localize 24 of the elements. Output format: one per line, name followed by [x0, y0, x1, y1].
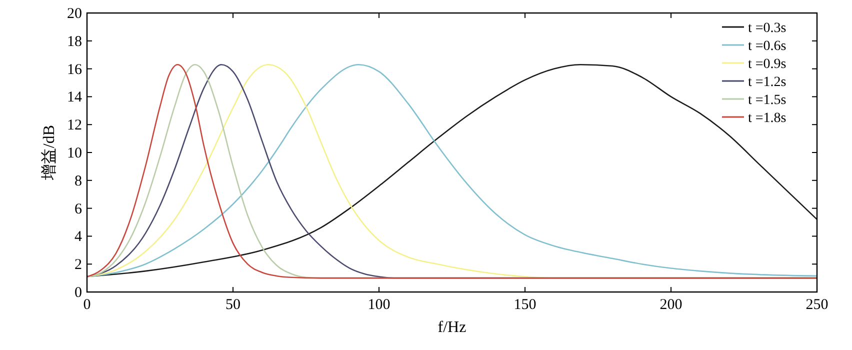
y-tick-label: 6	[74, 201, 82, 218]
x-tick-label: 100	[368, 297, 390, 313]
y-tick-label: 20	[67, 6, 82, 22]
y-tick-label: 4	[74, 229, 82, 246]
legend-label: t =1.5s	[748, 93, 786, 108]
x-tick-label: 50	[226, 297, 240, 313]
y-axis-title: 增益/dB	[40, 124, 58, 182]
y-tick-label: 12	[67, 118, 82, 134]
y-tick-label: 2	[74, 257, 82, 274]
y-tick-label: 0	[74, 285, 82, 301]
y-tick-label: 18	[67, 34, 82, 50]
legend-label: t =0.9s	[748, 57, 786, 72]
y-tick-label: 16	[67, 62, 82, 78]
legend-label: t =1.8s	[748, 111, 786, 126]
legend-label: t =1.2s	[748, 75, 786, 90]
y-tick-label: 14	[67, 90, 82, 106]
x-tick-label: 200	[660, 297, 682, 313]
y-tick-label: 10	[67, 146, 82, 162]
x-axis-title: f/Hz	[438, 319, 466, 336]
x-tick-label: 150	[514, 297, 536, 313]
y-tick-label: 8	[74, 173, 82, 190]
x-tick-label: 250	[806, 297, 828, 313]
legend-label: t =0.3s	[748, 21, 786, 36]
legend-label: t =0.6s	[748, 39, 786, 54]
